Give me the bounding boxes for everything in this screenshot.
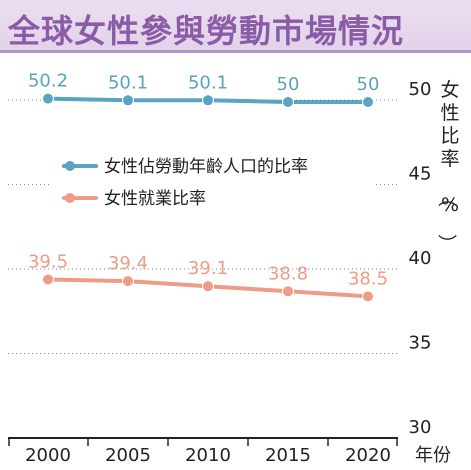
title-underline [0,50,471,53]
x-axis-label: 年份 [415,445,451,466]
data-point-2-2010 [202,280,214,293]
x-tick-label-2005: 2005 [105,445,151,466]
data-point-1-2015 [282,96,294,108]
data-label-1-2010: 50.1 [188,72,228,93]
data-point-2-2020 [362,290,374,303]
y-tick-label-30: 30 [409,417,432,438]
data-point-2-2005 [122,275,134,288]
data-label-2-2000: 39.5 [28,251,68,272]
title-bar [0,0,471,52]
x-tick-label-2010: 2010 [185,445,231,466]
y-tick-label-35: 35 [409,333,432,354]
data-label-1-2000: 50.2 [28,71,68,92]
y-tick-label-50: 50 [409,79,432,100]
y-tick-label-40: 40 [409,248,432,269]
chart-title: 全球女性參與勞動市場情況 [8,12,405,50]
data-point-1-2020 [362,96,374,108]
y-tick-label-45: 45 [409,164,432,185]
data-point-2-2000 [42,273,54,286]
data-label-1-2005: 50.1 [108,72,148,93]
x-tick-label-2000: 2000 [25,445,71,466]
legend-label-1: 女性佔勞動年齡人口的比率 [104,157,308,177]
data-point-1-2005 [122,94,134,107]
legend-swatch-dot-2 [65,193,75,203]
data-label-2-2020: 38.5 [348,268,388,289]
x-tick-label-2015: 2015 [265,445,311,466]
data-label-2-2005: 39.4 [108,253,148,274]
legend-box [50,147,376,221]
data-point-1-2000 [42,92,54,105]
data-point-1-2010 [202,94,214,107]
data-label-1-2015: 50 [277,74,300,95]
x-tick-label-2020: 2020 [345,445,391,466]
data-label-2-2010: 39.1 [188,258,228,279]
legend-swatch-dot-1 [65,161,75,171]
y-axis-label: 女性比率（%） [435,79,459,253]
data-point-2-2015 [282,285,294,298]
legend-label-2: 女性就業比率 [104,189,206,209]
data-label-2-2015: 38.8 [268,263,308,284]
data-label-1-2020: 50 [357,74,380,95]
